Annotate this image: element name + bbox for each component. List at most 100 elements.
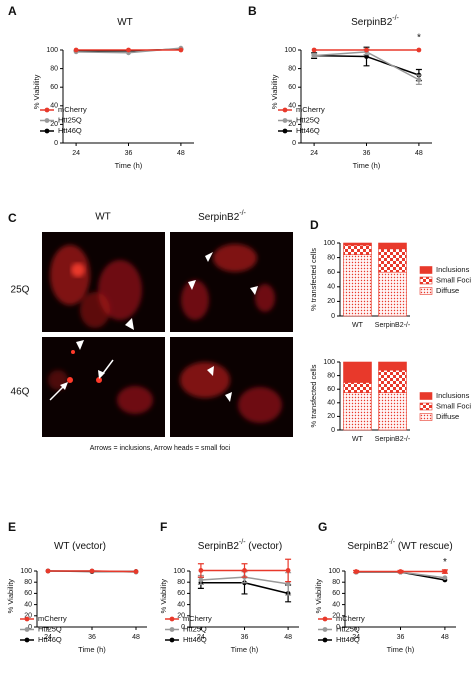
title-text: SerpinB2 [198,541,240,552]
bar-segment [343,392,372,431]
legend-swatch [419,402,433,411]
x-tick-label: SerpinB2-/- [375,322,411,329]
title-sup: -/- [392,15,399,22]
title-suffix: (WT rescue) [395,541,453,552]
y-tick-label: 20 [332,613,340,620]
legend-label: mCherry [58,105,87,114]
y-tick-label: 60 [288,84,296,91]
legend-label: Htt46Q [336,635,360,644]
bar-segment [343,242,372,246]
bar-segment [343,382,372,393]
y-axis-label: % transfected cells [309,364,318,427]
bar-segment [378,361,407,371]
y-tick-label: 20 [288,121,296,128]
y-tick-label: 40 [327,400,335,407]
y-tick-label: 20 [177,613,185,620]
legend-marker [44,128,50,134]
point [198,568,204,573]
legend-label: Htt25Q [296,115,320,124]
y-tick-label: 0 [331,427,335,434]
bar-segment [378,242,407,250]
micrograph [42,337,165,437]
y-tick-label: 60 [332,590,340,597]
legend-marker [24,616,30,622]
caption: Arrows = inclusions, Arrow heads = small… [90,445,231,452]
legend-swatch [419,266,433,274]
title-text: WT [117,17,133,28]
title-suffix: (vector) [246,541,283,552]
x-tick-label: 48 [441,634,449,641]
legend-label: Diffuse [436,412,459,421]
x-tick-label: 24 [310,150,318,157]
legend-label: mCherry [38,614,67,623]
title-text: WT (vector) [54,541,106,552]
point [73,47,79,53]
legend-marker [282,107,288,113]
title-sup: -/- [388,539,395,546]
x-tick-label: 48 [132,634,140,641]
y-tick-label: 40 [50,103,58,110]
y-tick-label: 100 [323,359,335,366]
legend-label: Small Foci [436,401,471,410]
point [178,47,184,53]
bar-segment [343,254,372,317]
panel-letter: G [318,520,327,534]
chart: G SerpinB2-/- (WT rescue) 0 20 40 60 80 100 % Vi… [314,520,456,654]
legend-label: Inclusions [436,265,470,274]
y-tick-label: 80 [177,579,185,586]
legend-label: Htt25Q [58,115,82,124]
y-tick-label: 40 [24,601,32,608]
column-label: SerpinB2-/- [198,210,246,223]
panel-letter: D [310,218,319,232]
y-tick-label: 100 [284,47,296,54]
x-tick-label: 36 [241,634,249,641]
bar-segment [378,392,407,431]
x-tick-label: 24 [352,634,360,641]
chart: B SerpinB2-/- 0 20 40 60 80 100 % Viability 24 36 4… [248,4,432,170]
point [442,569,448,574]
title-text: SerpinB2 [351,17,393,28]
bar-segment [378,248,407,273]
x-tick-label: 36 [125,150,133,157]
legend-marker [169,616,175,622]
legend-swatch [419,413,433,421]
y-tick-label: 40 [327,284,335,291]
y-tick-label: 0 [336,624,340,631]
legend-label: Htt46Q [58,126,82,135]
chart: A WT 0 20 40 60 80 100 % Viability 24 36 48 Time (h)… [8,4,194,170]
y-tick-label: 60 [327,269,335,276]
x-axis-label: Time (h) [115,161,143,170]
point [364,47,369,53]
title-sup: -/- [239,539,246,546]
column-label-text: SerpinB2 [198,212,240,223]
legend-label: Htt25Q [336,624,360,633]
y-tick-label: 20 [327,413,335,420]
column-label-sup: -/- [239,210,246,217]
y-axis-label: % Viability [32,74,41,109]
y-tick-label: 80 [50,65,58,72]
legend-label: Htt46Q [183,635,207,644]
x-tick-label: 24 [197,634,205,641]
x-axis-label: Time (h) [231,645,259,654]
annotation: * [443,557,447,568]
legend-label: Htt25Q [38,624,62,633]
point [353,569,359,574]
panel-letter: F [160,520,167,534]
row-label: 25Q [11,285,30,296]
y-tick-label: 0 [292,140,296,147]
x-tick-label: 48 [415,150,423,157]
y-tick-label: 20 [24,613,32,620]
panel-letter: B [248,4,257,18]
y-tick-label: 0 [181,624,185,631]
point [416,47,422,53]
legend-marker [44,107,50,113]
point [364,54,369,59]
legend-marker [44,118,50,123]
legend-marker [169,637,175,643]
y-axis-label: % transfected cells [309,248,318,311]
y-tick-label: 20 [50,121,58,128]
legend-label: mCherry [183,614,212,623]
y-tick-label: 40 [288,103,296,110]
panel-letter: E [8,520,16,534]
